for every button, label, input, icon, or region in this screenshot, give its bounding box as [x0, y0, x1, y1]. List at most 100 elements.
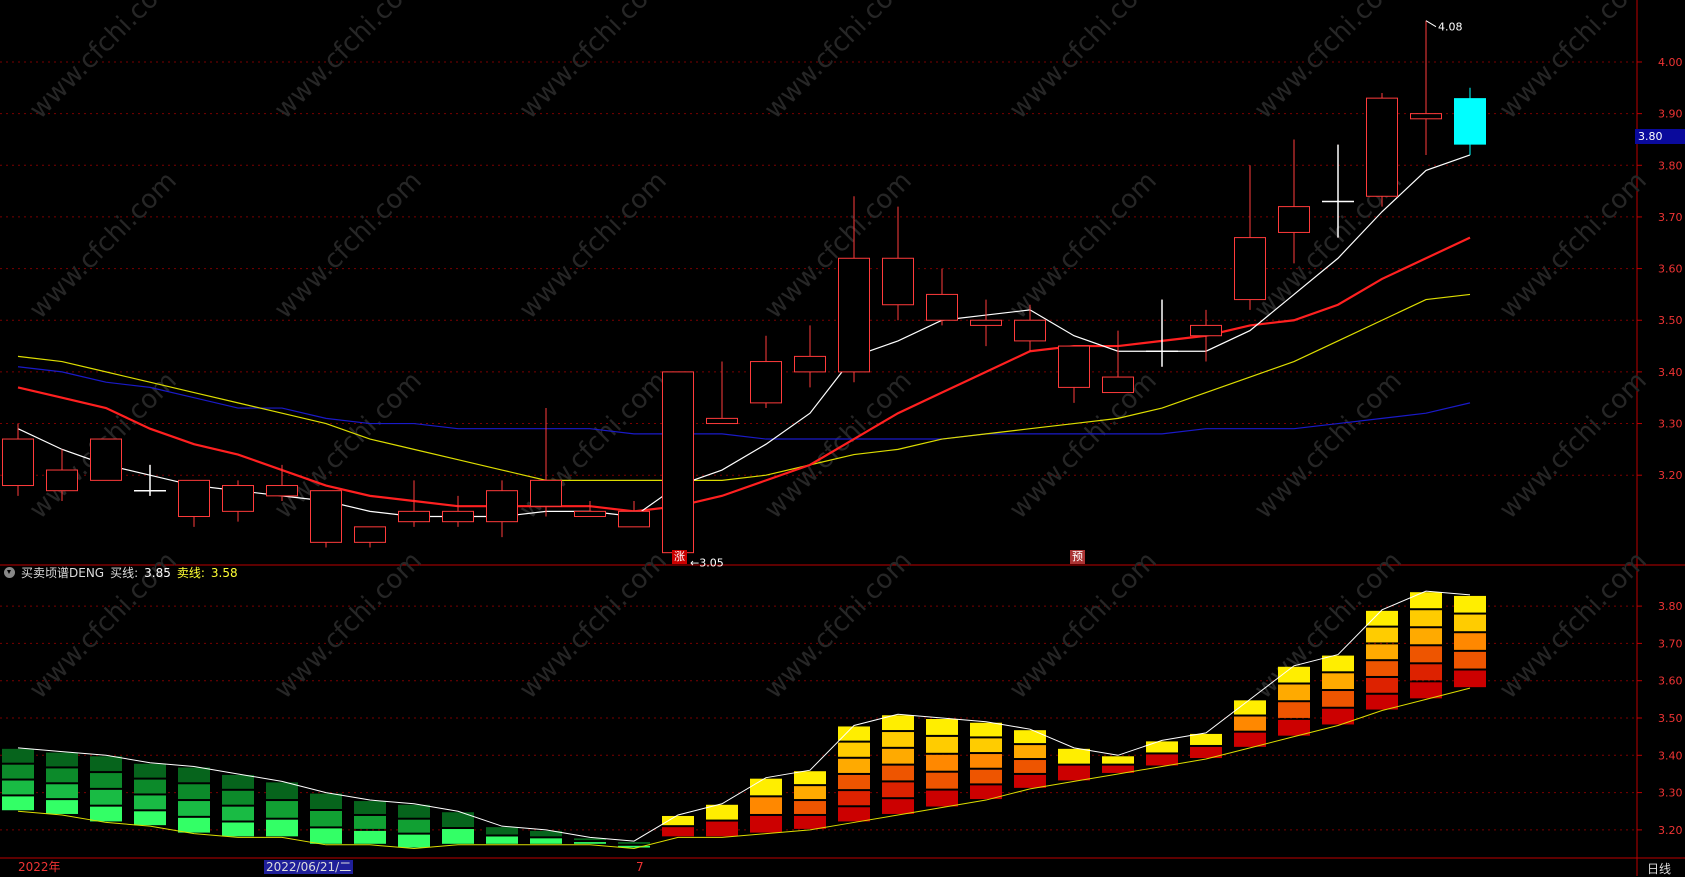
indicator-bar-segment [1278, 666, 1310, 683]
indicator-bar-segment [838, 726, 870, 741]
candle-body [178, 479, 210, 518]
indicator-bar-segment [1454, 595, 1486, 613]
buy-line-value: 3.85 [144, 565, 171, 580]
candle-body [618, 510, 650, 528]
indicator-bar-segment [574, 842, 606, 844]
indicator-bar [1058, 748, 1090, 781]
indicator-bar [90, 756, 122, 822]
high-price-label: 4.08 [1438, 21, 1463, 34]
indicator-bar-segment [442, 812, 474, 828]
indicator-bar-segment [926, 736, 958, 753]
period-label[interactable]: 日线 [1646, 862, 1671, 876]
indicator-bar-segment [1410, 592, 1442, 609]
main-y-tick-label: 3.50 [1658, 314, 1683, 327]
indicator-bar-segment [442, 829, 474, 844]
indicator-toggle-icon[interactable] [4, 567, 15, 578]
last-price-tag: 3.80 [1635, 129, 1685, 144]
sell-line-label: 卖线: [176, 566, 205, 580]
candle-body [2, 438, 34, 487]
candle-body [354, 526, 386, 543]
signal-mark-warn: 预 [1070, 550, 1085, 564]
indicator-bar [1190, 733, 1222, 759]
candle [1454, 87, 1486, 155]
indicator-bar-segment [1234, 700, 1266, 715]
indicator-bar-segment [2, 748, 34, 763]
indicator-bar-segment [1366, 610, 1398, 626]
indicator-bar-segment [178, 784, 210, 800]
indicator-bar-segment [178, 767, 210, 783]
candle [310, 490, 342, 548]
candle [1190, 309, 1222, 362]
candle-body [530, 479, 562, 507]
indicator-bar [1102, 756, 1134, 773]
candle [1410, 20, 1442, 155]
indicator-bar-segment [1410, 664, 1442, 681]
candle-body [442, 510, 474, 523]
indicator-bar-segment [1234, 716, 1266, 731]
indicator-bar [1014, 730, 1046, 788]
indicator-bar [882, 715, 914, 814]
indicator-bar-segment [178, 817, 210, 833]
indicator-y-tick-label: 3.70 [1658, 637, 1683, 650]
main-y-tick-label: 3.20 [1658, 469, 1683, 482]
candle-body [1102, 376, 1134, 394]
indicator-bar-segment [398, 819, 430, 833]
indicator-bar-segment [90, 789, 122, 805]
indicator-bar-segment [970, 769, 1002, 784]
candle-body [1058, 345, 1090, 388]
indicator-bar-segment [1278, 684, 1310, 701]
indicator-bar [1454, 595, 1486, 688]
candle [794, 325, 826, 388]
candle [662, 371, 694, 554]
candle-body [1410, 113, 1442, 120]
indicator-bar-segment [178, 801, 210, 816]
candle [706, 361, 738, 425]
indicator-bar-segment [882, 732, 914, 747]
indicator-bar-segment [46, 784, 78, 799]
candle-body [750, 361, 782, 404]
indicator-bar-segment [750, 815, 782, 833]
ma-line-white [17, 154, 1471, 518]
indicator-bar-segment [134, 811, 166, 826]
candle [618, 501, 650, 528]
indicator-bar-segment [1190, 733, 1222, 745]
indicator-bar-segment [1410, 682, 1442, 699]
candle-body [882, 257, 914, 306]
indicator-bar [1234, 700, 1266, 747]
watermark-text: www.cfchi.com [269, 166, 428, 325]
candle-body [706, 417, 738, 425]
indicator-bar [1322, 655, 1354, 725]
candle-body [222, 485, 254, 512]
indicator-bar-segment [926, 719, 958, 735]
candle [1102, 330, 1134, 394]
indicator-bar-segment [750, 778, 782, 796]
indicator-bar-segment [970, 785, 1002, 800]
indicator-y-tick-label: 3.30 [1658, 787, 1683, 800]
candle-body [926, 293, 958, 321]
candle-body [574, 510, 606, 518]
candle [222, 480, 254, 522]
indicator-bar-segment [310, 811, 342, 827]
indicator-bar-segment [926, 772, 958, 789]
indicator-bar [398, 804, 430, 848]
indicator-bar-segment [266, 819, 298, 837]
candle [486, 480, 518, 538]
main-y-tick-label: 3.40 [1658, 366, 1683, 379]
indicator-bar-segment [1366, 694, 1398, 710]
candle-body [1014, 319, 1046, 342]
indicator-header[interactable]: 买卖顷谱DENG 买线: 3.85 卖线: 3.58 [4, 564, 238, 581]
watermark-text: www.cfchi.com [1494, 166, 1653, 325]
indicator-bar [1366, 610, 1398, 710]
indicator-bar-segment [1366, 677, 1398, 693]
watermark-text: www.cfchi.com [759, 546, 918, 705]
indicator-bar [530, 830, 562, 844]
indicator-bar-segment [706, 821, 738, 837]
watermark-text: www.cfchi.com [269, 366, 428, 525]
indicator-bar-segment [1366, 644, 1398, 660]
indicator-bar-segment [1454, 651, 1486, 669]
candle [838, 196, 870, 383]
indicator-bar-segment [882, 765, 914, 781]
candle [1234, 165, 1266, 310]
indicator-bar-segment [1234, 732, 1266, 747]
